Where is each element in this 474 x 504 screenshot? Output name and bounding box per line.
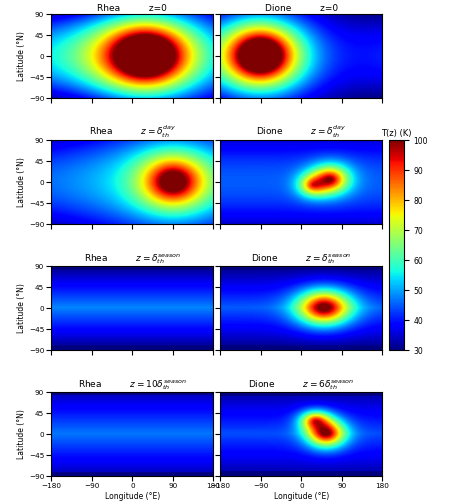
Y-axis label: Latitude (°N): Latitude (°N) xyxy=(17,283,26,333)
Title: T(z) (K): T(z) (K) xyxy=(381,129,412,138)
Title: Rhea          $z=\delta_{th}^{day}$: Rhea $z=\delta_{th}^{day}$ xyxy=(89,124,176,140)
Y-axis label: Latitude (°N): Latitude (°N) xyxy=(17,31,26,81)
X-axis label: Longitude (°E): Longitude (°E) xyxy=(273,492,329,501)
Title: Dione          z=0: Dione z=0 xyxy=(265,5,338,13)
Y-axis label: Latitude (°N): Latitude (°N) xyxy=(17,409,26,459)
Title: Rhea          $z=10\delta_{th}^{season}$: Rhea $z=10\delta_{th}^{season}$ xyxy=(78,379,187,392)
Title: Rhea          z=0: Rhea z=0 xyxy=(97,5,167,13)
Title: Dione          $z=\delta_{th}^{season}$: Dione $z=\delta_{th}^{season}$ xyxy=(251,253,352,266)
X-axis label: Longitude (°E): Longitude (°E) xyxy=(105,492,160,501)
Title: Rhea          $z=\delta_{th}^{season}$: Rhea $z=\delta_{th}^{season}$ xyxy=(83,253,181,266)
Y-axis label: Latitude (°N): Latitude (°N) xyxy=(17,157,26,207)
Title: Dione          $z=\delta_{th}^{day}$: Dione $z=\delta_{th}^{day}$ xyxy=(256,124,346,140)
Title: Dione          $z=6\delta_{th}^{season}$: Dione $z=6\delta_{th}^{season}$ xyxy=(248,379,355,392)
